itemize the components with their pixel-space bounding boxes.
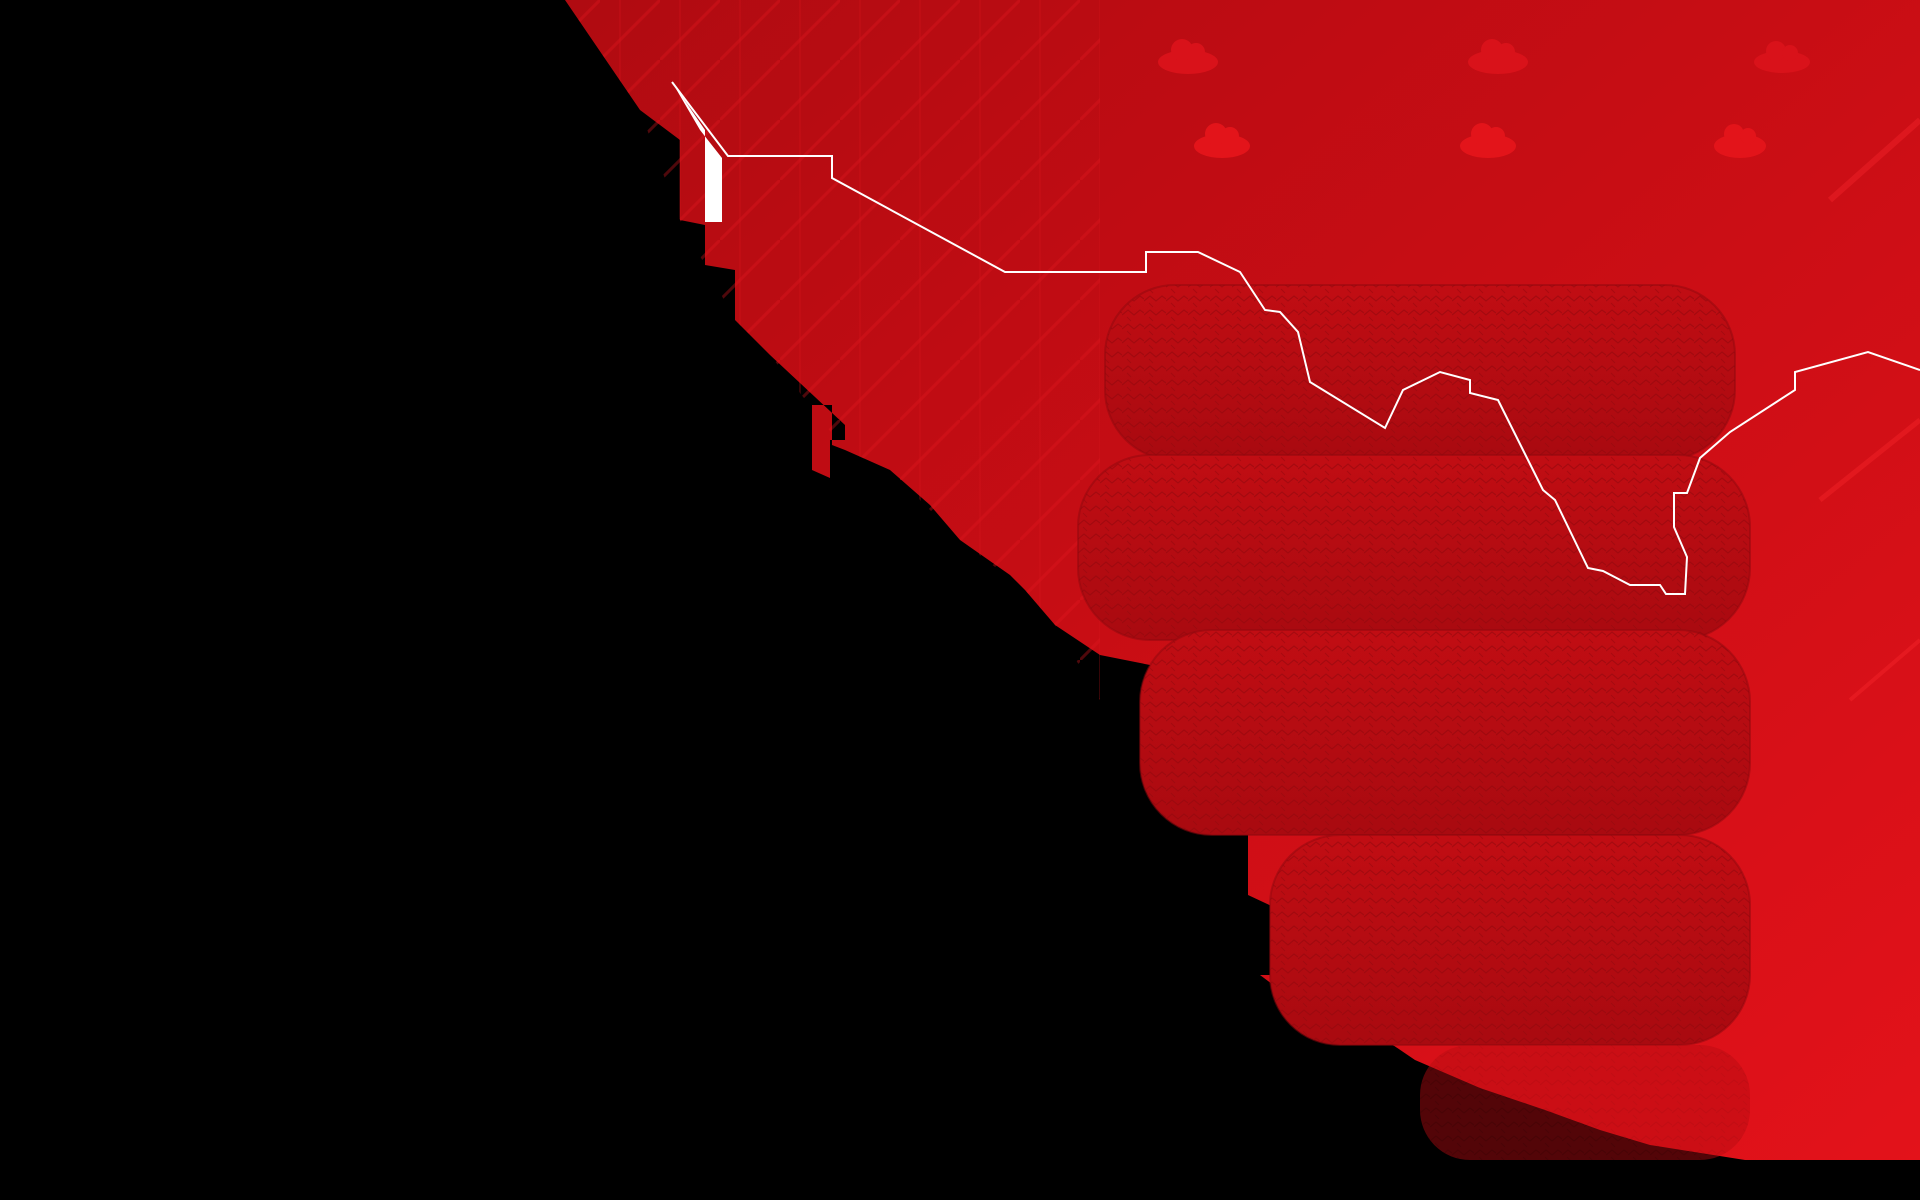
- tire: [1269, 834, 1751, 1046]
- cloud-icon: [1194, 123, 1250, 158]
- cloud-icon: [1754, 41, 1810, 73]
- cloud-icon: [1460, 123, 1516, 158]
- border-line: [671, 81, 1920, 595]
- tire-stack-icon: [1077, 284, 1751, 1160]
- tire: [1104, 284, 1736, 461]
- cloud-icon: [1158, 39, 1218, 74]
- cloud-icon: [1714, 124, 1766, 158]
- tire: [1077, 454, 1751, 641]
- map-corner-highlight: [672, 82, 722, 222]
- tire: [1139, 629, 1751, 836]
- shelf-texture: [565, 0, 1100, 700]
- background-streaks: [1818, 117, 1920, 702]
- cloud-icon: [1468, 39, 1528, 74]
- tire-reflection: [1420, 1045, 1750, 1160]
